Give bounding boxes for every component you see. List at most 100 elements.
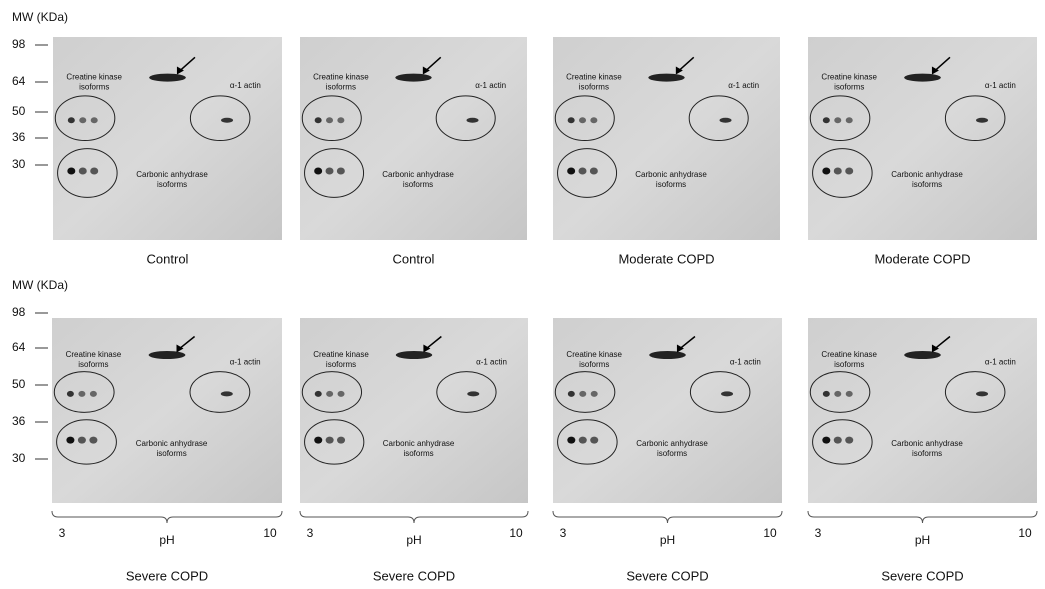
panel-caption: Moderate COPD <box>618 251 714 266</box>
spot <box>338 391 345 397</box>
axis-title: MW (KDa) <box>12 10 68 24</box>
annotation-line: isoforms <box>912 180 942 189</box>
tick-label: 30 <box>12 451 26 465</box>
panel-caption: Control <box>147 251 189 266</box>
spot <box>590 167 598 174</box>
spot <box>314 437 322 444</box>
annotation: α-1 actin <box>985 81 1016 90</box>
annotation: α-1 actin <box>475 81 506 90</box>
spot <box>579 167 587 174</box>
tick-label: 36 <box>12 130 26 144</box>
annotation: α-1 actin <box>985 358 1016 367</box>
spot <box>976 391 988 396</box>
spot <box>822 167 830 174</box>
annotation-line: isoforms <box>78 360 108 369</box>
gel-image <box>52 318 282 503</box>
gel-image <box>53 37 282 240</box>
spot <box>314 167 322 174</box>
tick-label: 36 <box>12 414 26 428</box>
annotation-line: Creatine kinase <box>313 73 369 82</box>
spot <box>590 437 598 444</box>
spot <box>337 437 345 444</box>
annotation-line: Creatine kinase <box>66 73 122 82</box>
spot <box>904 351 941 359</box>
annotation: α-1 actin <box>476 358 507 367</box>
panel-caption: Control <box>393 251 435 266</box>
annotation-line: Creatine kinase <box>821 350 877 359</box>
tick-label: 98 <box>12 37 26 51</box>
tick-label: 98 <box>12 305 26 319</box>
annotation: α-1 actin <box>230 358 261 367</box>
annotation-line: Creatine kinase <box>313 350 369 359</box>
annotation-line: Carbonic anhydrase <box>636 439 708 448</box>
ph-min: 3 <box>560 526 567 540</box>
spot <box>326 437 334 444</box>
annotation-line: isoforms <box>834 360 864 369</box>
spot <box>90 391 97 397</box>
spot <box>904 74 941 82</box>
annotation-line: Creatine kinase <box>821 73 877 82</box>
spot <box>90 167 98 174</box>
ph-brace <box>300 511 528 523</box>
annotation: α-1 actin <box>730 358 761 367</box>
annotation-line: isoforms <box>157 180 187 189</box>
spot <box>721 391 733 396</box>
annotation-line: Carbonic anhydrase <box>891 439 963 448</box>
ph-label: pH <box>406 533 421 547</box>
ph-label: pH <box>159 533 174 547</box>
tick-label: 64 <box>12 340 26 354</box>
annotation-line: isoforms <box>79 83 109 92</box>
spot <box>649 351 686 359</box>
annotation: α-1 actin <box>230 81 261 90</box>
spot <box>395 74 431 82</box>
spot <box>568 117 575 123</box>
tick-label: 50 <box>12 377 26 391</box>
panel-caption: Severe COPD <box>626 568 708 583</box>
annotation-line: Carbonic anhydrase <box>891 170 963 179</box>
gel-image <box>553 37 780 240</box>
axis-title: MW (KDa) <box>12 278 68 292</box>
spot <box>590 117 597 123</box>
spot <box>834 117 841 123</box>
annotation-line: Carbonic anhydrase <box>382 170 454 179</box>
spot <box>149 74 186 82</box>
spot <box>221 391 233 396</box>
annotation-line: isoforms <box>656 180 686 189</box>
tick-label: 64 <box>12 74 26 88</box>
spot <box>467 118 479 123</box>
panel-caption: Severe COPD <box>126 568 208 583</box>
spot <box>720 118 732 123</box>
spot <box>822 437 830 444</box>
gel-image <box>300 37 527 240</box>
annotation-line: isoforms <box>326 360 356 369</box>
ph-min: 3 <box>815 526 822 540</box>
annotation-line: Creatine kinase <box>566 350 622 359</box>
spot <box>79 117 86 123</box>
spot <box>648 74 684 82</box>
ph-max: 10 <box>263 526 277 540</box>
ph-brace <box>52 511 282 523</box>
annotation-line: isoforms <box>579 83 609 92</box>
spot <box>579 437 587 444</box>
ph-brace <box>553 511 782 523</box>
spot <box>337 167 345 174</box>
spot <box>67 167 75 174</box>
gel-image <box>808 318 1037 503</box>
annotation-line: Carbonic anhydrase <box>635 170 707 179</box>
annotation: α-1 actin <box>728 81 759 90</box>
annotation-line: isoforms <box>657 449 687 458</box>
annotation-line: Carbonic anhydrase <box>136 439 208 448</box>
spot <box>846 391 853 397</box>
spot <box>326 391 333 397</box>
ph-label: pH <box>660 533 675 547</box>
spot <box>567 437 575 444</box>
spot <box>221 118 233 123</box>
annotation-line: Creatine kinase <box>566 73 622 82</box>
annotation-line: isoforms <box>326 83 356 92</box>
spot <box>568 391 575 397</box>
spot <box>846 117 853 123</box>
spot <box>567 167 575 174</box>
annotation-line: isoforms <box>403 449 433 458</box>
spot <box>845 437 853 444</box>
gel-image <box>808 37 1037 240</box>
